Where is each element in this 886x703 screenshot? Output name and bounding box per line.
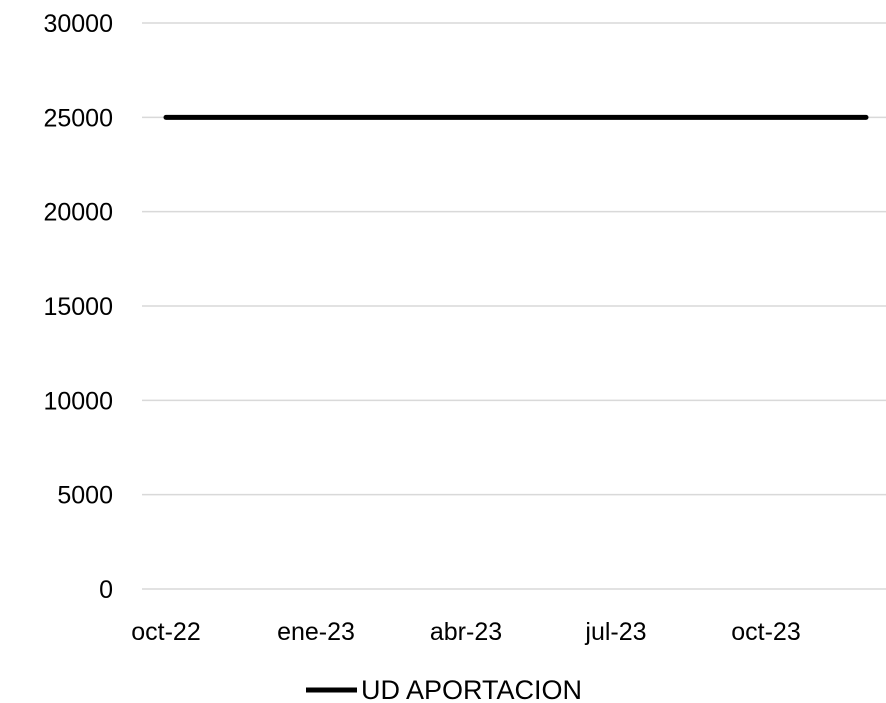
y-tick-label: 0 — [99, 576, 113, 604]
y-tick-label: 25000 — [43, 104, 113, 132]
x-tick-label: ene-23 — [277, 618, 355, 646]
legend-label: UD APORTACION — [361, 675, 582, 703]
gridlines — [142, 22, 886, 590]
x-tick-label: abr-23 — [430, 618, 502, 646]
legend: UD APORTACION — [306, 675, 582, 703]
y-axis-tick-labels: 0 5000 10000 15000 20000 25000 30000 — [43, 10, 113, 604]
y-tick-label: 30000 — [43, 10, 113, 38]
y-tick-label: 10000 — [43, 387, 113, 415]
y-tick-label: 5000 — [57, 482, 113, 510]
x-axis-tick-labels: oct-22 ene-23 abr-23 jul-23 oct-23 — [131, 618, 800, 646]
x-tick-label: oct-22 — [131, 618, 200, 646]
x-tick-label: jul-23 — [584, 618, 646, 646]
x-tick-label: oct-23 — [731, 618, 800, 646]
y-tick-label: 20000 — [43, 199, 113, 227]
y-tick-label: 15000 — [43, 293, 113, 321]
